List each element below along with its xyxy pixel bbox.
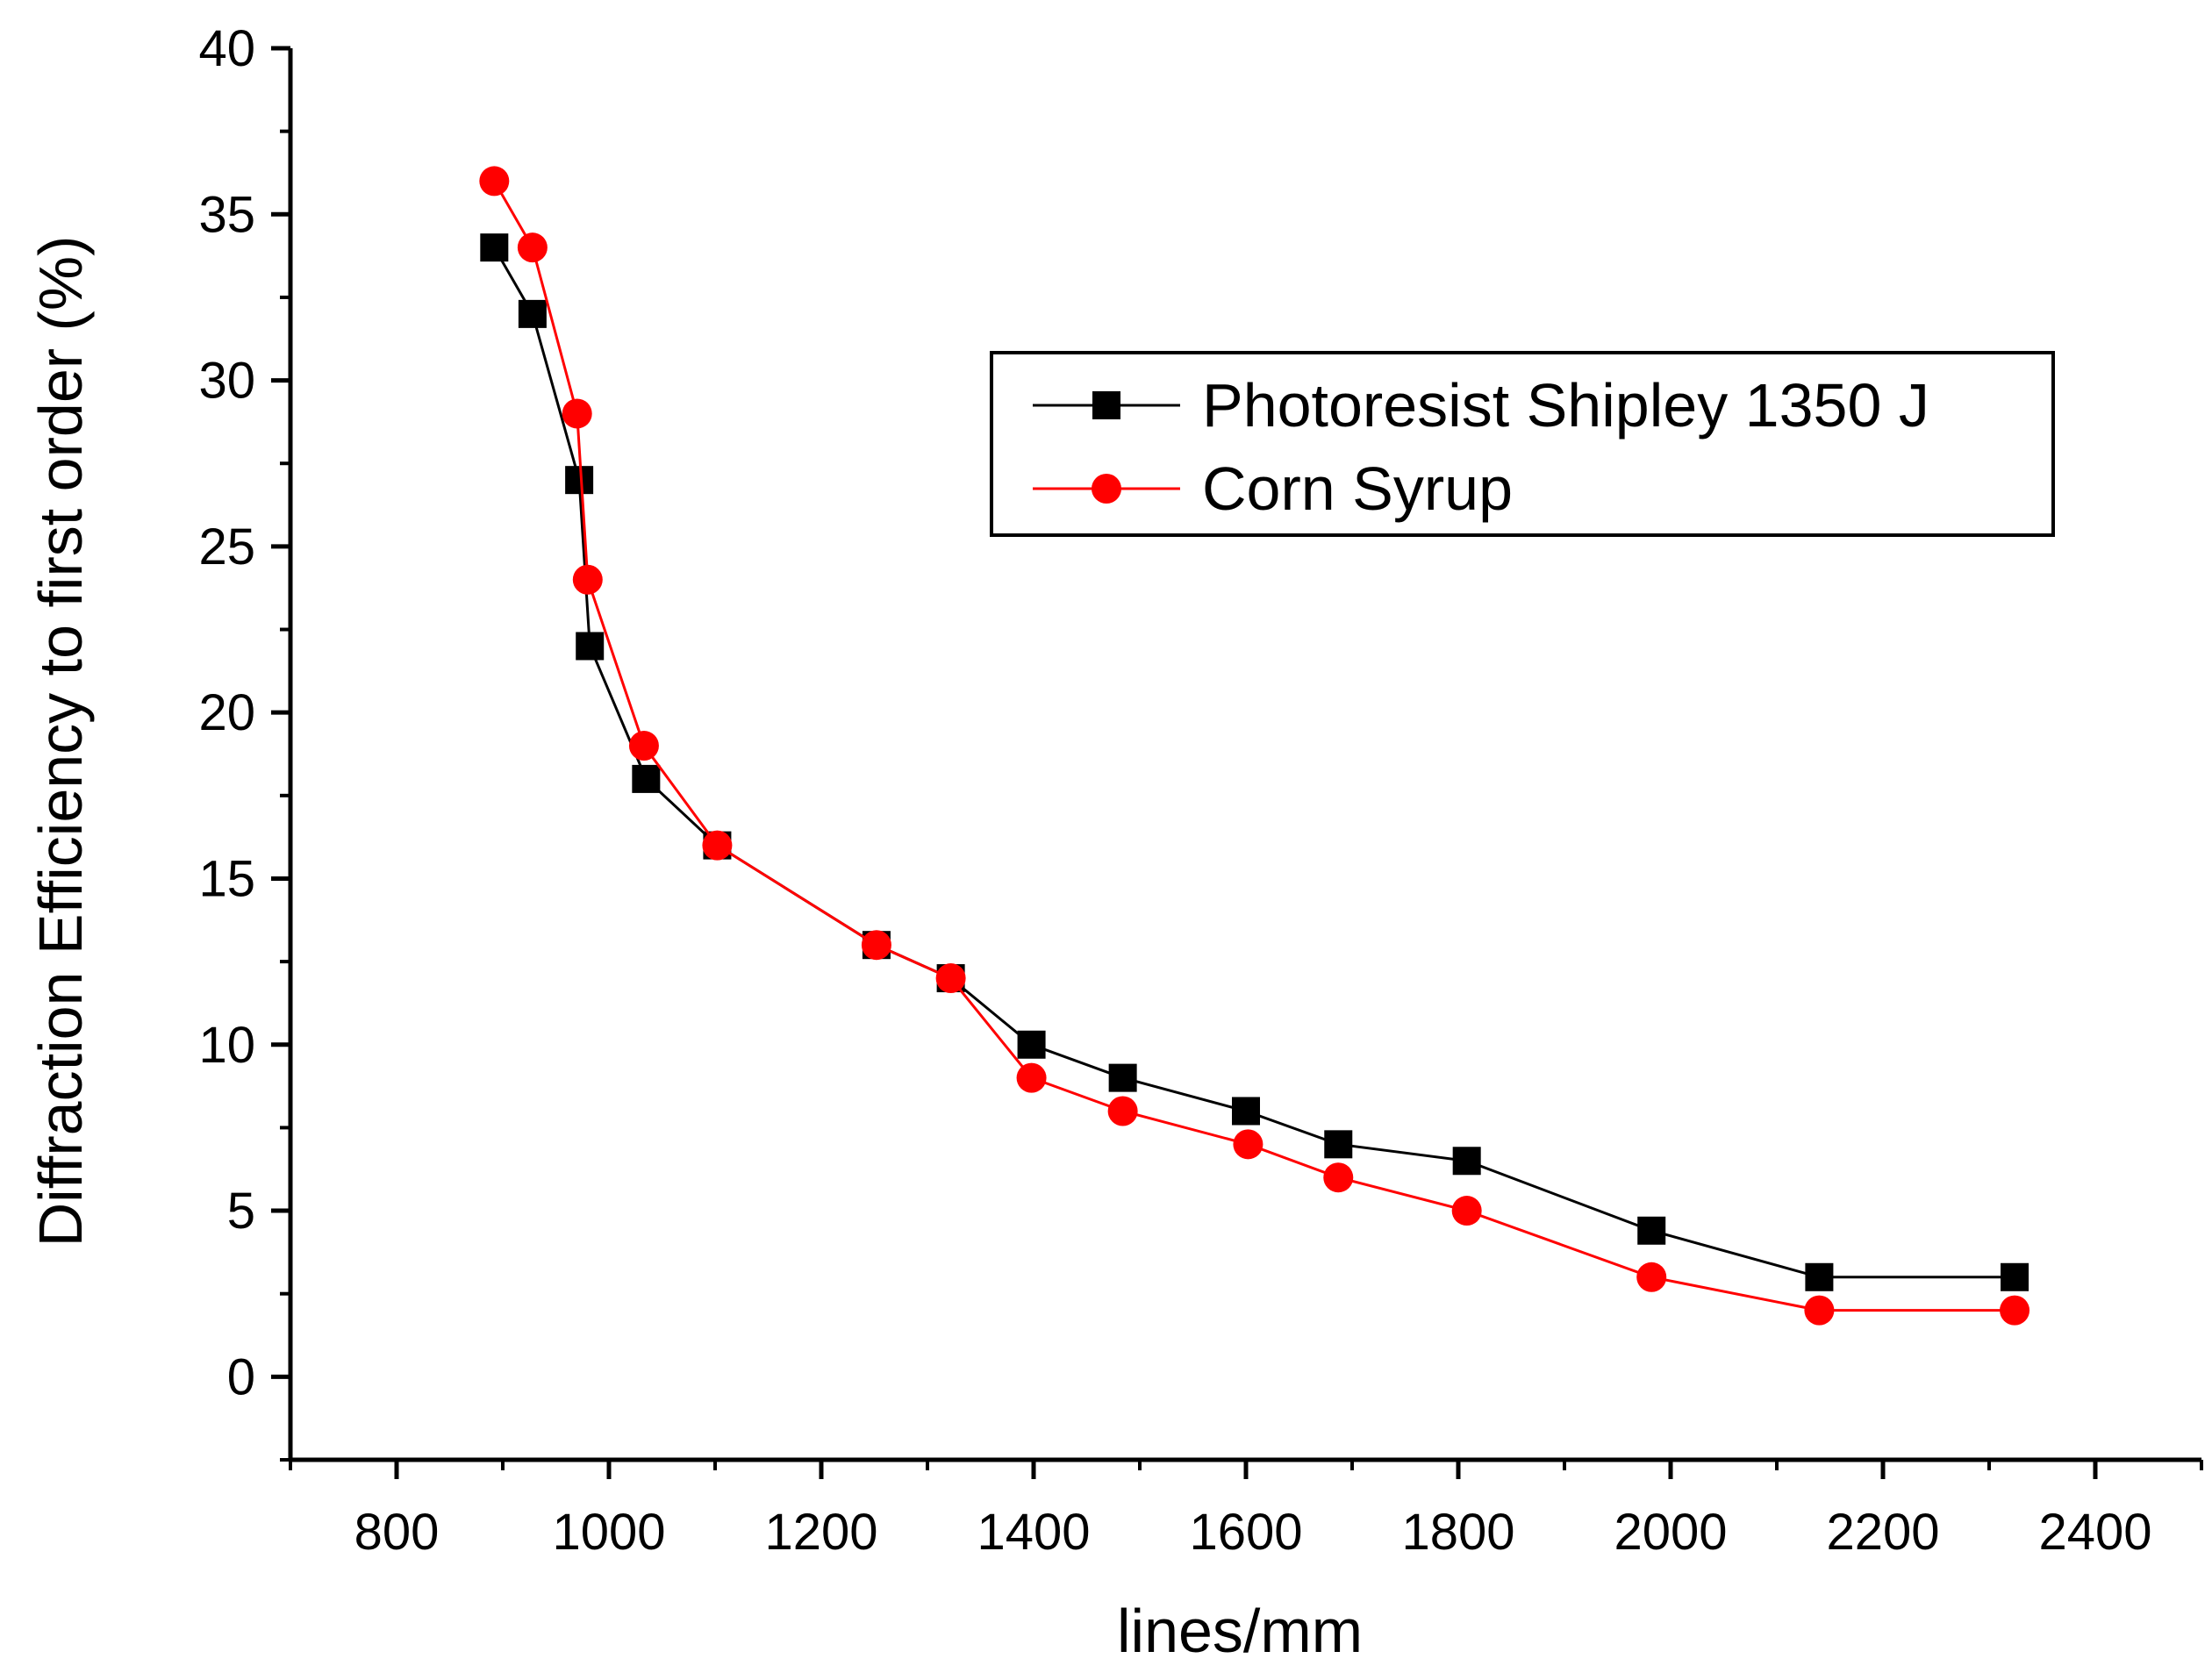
- x-tick-label: 1400: [977, 1504, 1090, 1561]
- series-photoresist: [480, 233, 2029, 1291]
- data-point: [1233, 1129, 1263, 1160]
- data-point: [2001, 1262, 2029, 1291]
- data-point: [572, 564, 603, 595]
- y-tick-label: 0: [227, 1348, 255, 1405]
- x-tick-label: 2400: [2038, 1504, 2151, 1561]
- data-point: [861, 930, 891, 961]
- plot-series: [479, 166, 2030, 1326]
- x-axis-title: lines/mm: [1117, 1597, 1363, 1665]
- data-point: [1452, 1147, 1481, 1176]
- legend-label: Corn Syrup: [1202, 454, 1513, 523]
- x-tick-label: 1200: [764, 1504, 877, 1561]
- x-tick-label: 2000: [1614, 1504, 1727, 1561]
- data-point: [628, 731, 659, 761]
- data-point: [1016, 1062, 1047, 1093]
- series-corn-syrup: [479, 166, 2030, 1326]
- legend-entries: Photoresist Shipley 1350 J Corn Syrup: [1033, 371, 1929, 523]
- data-point: [479, 166, 510, 197]
- data-point: [1108, 1063, 1137, 1092]
- y-tick-label: 20: [198, 684, 255, 741]
- x-axis-ticks: 800 1000 1200 1400 1600 1800 2000 2200 2400: [289, 1460, 2203, 1561]
- data-point: [1804, 1295, 1835, 1326]
- series-line: [493, 247, 2015, 1279]
- y-tick-label: 40: [198, 20, 255, 77]
- x-tick-label: 800: [354, 1504, 440, 1561]
- legend-box: [990, 351, 2055, 537]
- data-point: [576, 632, 605, 661]
- y-tick-label: 5: [227, 1183, 255, 1240]
- data-point: [632, 764, 661, 793]
- data-point: [1324, 1130, 1353, 1159]
- series-line: [493, 180, 2015, 1312]
- legend-marker: [1092, 391, 1120, 419]
- data-point: [2000, 1295, 2030, 1326]
- x-tick-label: 2200: [1826, 1504, 1939, 1561]
- x-tick-label: 1800: [1401, 1504, 1514, 1561]
- data-point: [1323, 1162, 1354, 1193]
- axes: 0 5 10 15 20 25 30 35 40 800 1000 1200 1400 1600 1800…: [198, 20, 2203, 1561]
- data-point: [1017, 1030, 1046, 1059]
- data-point: [565, 466, 594, 495]
- data-point: [935, 963, 966, 994]
- y-tick-label: 10: [198, 1017, 255, 1074]
- data-point: [518, 299, 547, 328]
- data-point: [1107, 1096, 1138, 1126]
- data-point: [517, 232, 548, 263]
- y-axis-title: Diffraction Efficiency to first order (%…: [26, 236, 95, 1247]
- y-tick-label: 30: [198, 353, 255, 410]
- y-tick-label: 25: [198, 518, 255, 575]
- data-point: [1636, 1262, 1667, 1292]
- data-point: [1805, 1262, 1834, 1291]
- x-tick-label: 1000: [552, 1504, 665, 1561]
- legend-label: Photoresist Shipley 1350 J: [1202, 371, 1929, 440]
- data-point: [1232, 1097, 1260, 1126]
- legend-marker: [1092, 474, 1121, 504]
- data-point: [702, 830, 733, 861]
- y-tick-label: 35: [198, 186, 255, 243]
- legend: Photoresist Shipley 1350 J Corn Syrup: [990, 351, 2055, 537]
- y-axis-ticks: 0 5 10 15 20 25 30 35 40: [198, 20, 290, 1462]
- data-point: [1451, 1196, 1482, 1226]
- data-point: [562, 398, 592, 429]
- x-tick-label: 1600: [1189, 1504, 1302, 1561]
- data-point: [1637, 1216, 1666, 1245]
- y-tick-label: 15: [198, 850, 255, 907]
- data-point: [480, 233, 509, 262]
